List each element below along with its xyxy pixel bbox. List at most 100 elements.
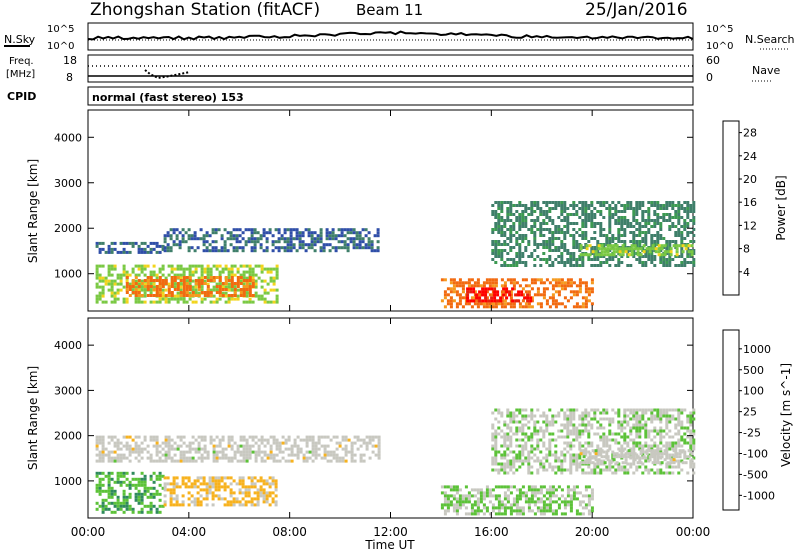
heatmap-cell (368, 441, 372, 445)
heatmap-cell (104, 489, 108, 493)
heatmap-cell (134, 291, 138, 294)
heatmap-cell (494, 261, 498, 264)
heatmap-cell (134, 285, 138, 289)
heatmap-cell (278, 459, 282, 463)
heatmap-cell (623, 441, 627, 445)
heatmap-cell (265, 249, 269, 253)
heatmap-cell (554, 453, 558, 457)
heatmap-cell (584, 287, 588, 291)
heatmap-cell (529, 299, 533, 303)
heatmap-cell (509, 459, 513, 463)
heatmap-cell (518, 302, 522, 306)
heatmap-cell (518, 234, 522, 237)
heatmap-cell (572, 213, 576, 216)
heatmap-cell (563, 411, 567, 415)
heatmap-cell (539, 509, 543, 513)
heatmap-cell (671, 435, 675, 439)
heatmap-cell (350, 441, 354, 445)
heatmap-cell (455, 485, 459, 489)
heatmap-cell (290, 453, 294, 457)
heatmap-cell (251, 444, 255, 448)
heatmap-cell (104, 447, 108, 451)
heatmap-cell (211, 503, 215, 507)
heatmap-cell (584, 414, 588, 418)
freq-label-line2: [MHz] (6, 69, 35, 80)
heatmap-cell (295, 249, 299, 253)
heatmap-cell (627, 452, 631, 456)
heatmap-cell (671, 453, 675, 457)
heatmap-cell (254, 435, 258, 439)
heatmap-cell (232, 497, 236, 501)
heatmap-cell (539, 281, 543, 285)
heatmap-cell (593, 246, 597, 249)
heatmap-cell (539, 465, 543, 469)
heatmap-cell (524, 261, 528, 264)
heatmap-cell (600, 250, 604, 254)
heatmap-cell (305, 456, 309, 460)
heatmap-cell (578, 503, 582, 507)
heatmap-cell (239, 459, 243, 463)
heatmap-cell (611, 216, 615, 219)
heatmap-cell (116, 453, 120, 457)
heatmap-cell (611, 408, 615, 412)
heatmap-cell (325, 234, 329, 238)
heatmap-cell (155, 450, 159, 454)
heatmap-cell (689, 438, 693, 442)
heatmap-cell (164, 459, 168, 463)
heatmap-cell (584, 201, 588, 204)
heatmap-cell (500, 302, 504, 306)
heatmap-cell (134, 282, 138, 285)
heatmap-cell (674, 432, 678, 436)
heatmap-cell (235, 228, 239, 232)
heatmap-cell (476, 293, 480, 297)
heatmap-cell (623, 231, 627, 234)
heatmap-cell (272, 441, 276, 445)
heatmap-cell (188, 294, 192, 297)
heatmap-cell (217, 488, 221, 492)
heatmap-cell (173, 279, 177, 282)
heatmap-cell (107, 456, 111, 460)
heatmap-cell (644, 411, 648, 415)
heatmap-cell (176, 297, 180, 301)
heatmap-cell (328, 231, 332, 235)
heatmap-cell (128, 483, 132, 487)
heatmap-cell (242, 270, 246, 274)
heatmap-cell (626, 462, 630, 466)
heatmap-cell (647, 252, 651, 255)
heatmap-cell (199, 237, 203, 241)
heatmap-cell (188, 285, 192, 288)
heatmap-cell (242, 291, 246, 294)
colorbar-tick-label: 12 (743, 219, 757, 232)
heatmap-cell (446, 509, 450, 513)
heatmap-cell (517, 299, 521, 303)
heatmap-cell (653, 264, 657, 267)
heatmap-cell (530, 296, 534, 300)
heatmap-cell (269, 270, 273, 274)
heatmap-cell (143, 250, 147, 254)
heatmap-cell (497, 231, 501, 234)
heatmap-cell (581, 231, 585, 234)
heatmap-cell (632, 444, 636, 448)
heatmap-cell (355, 246, 359, 250)
heatmap-cell (98, 456, 102, 460)
heatmap-cell (503, 471, 507, 475)
heatmap-cell (242, 450, 246, 454)
heatmap-cell (364, 246, 368, 250)
heatmap-cell (175, 476, 179, 480)
heatmap-cell (497, 213, 501, 216)
heatmap-cell (239, 288, 243, 291)
heatmap-cell (140, 300, 144, 304)
heatmap-cell (500, 207, 504, 210)
heatmap-cell (164, 276, 168, 280)
heatmap-cell (587, 411, 591, 415)
heatmap-cell (259, 479, 263, 483)
heatmap-cell (199, 500, 203, 504)
heatmap-cell (499, 296, 503, 300)
heatmap-cell (179, 288, 183, 292)
heatmap-cell (497, 506, 501, 510)
heatmap-cell (560, 302, 564, 306)
heatmap-cell (620, 453, 624, 457)
heatmap-cell (251, 438, 255, 442)
heatmap-cell (317, 438, 321, 442)
heatmap-cell (680, 255, 684, 258)
